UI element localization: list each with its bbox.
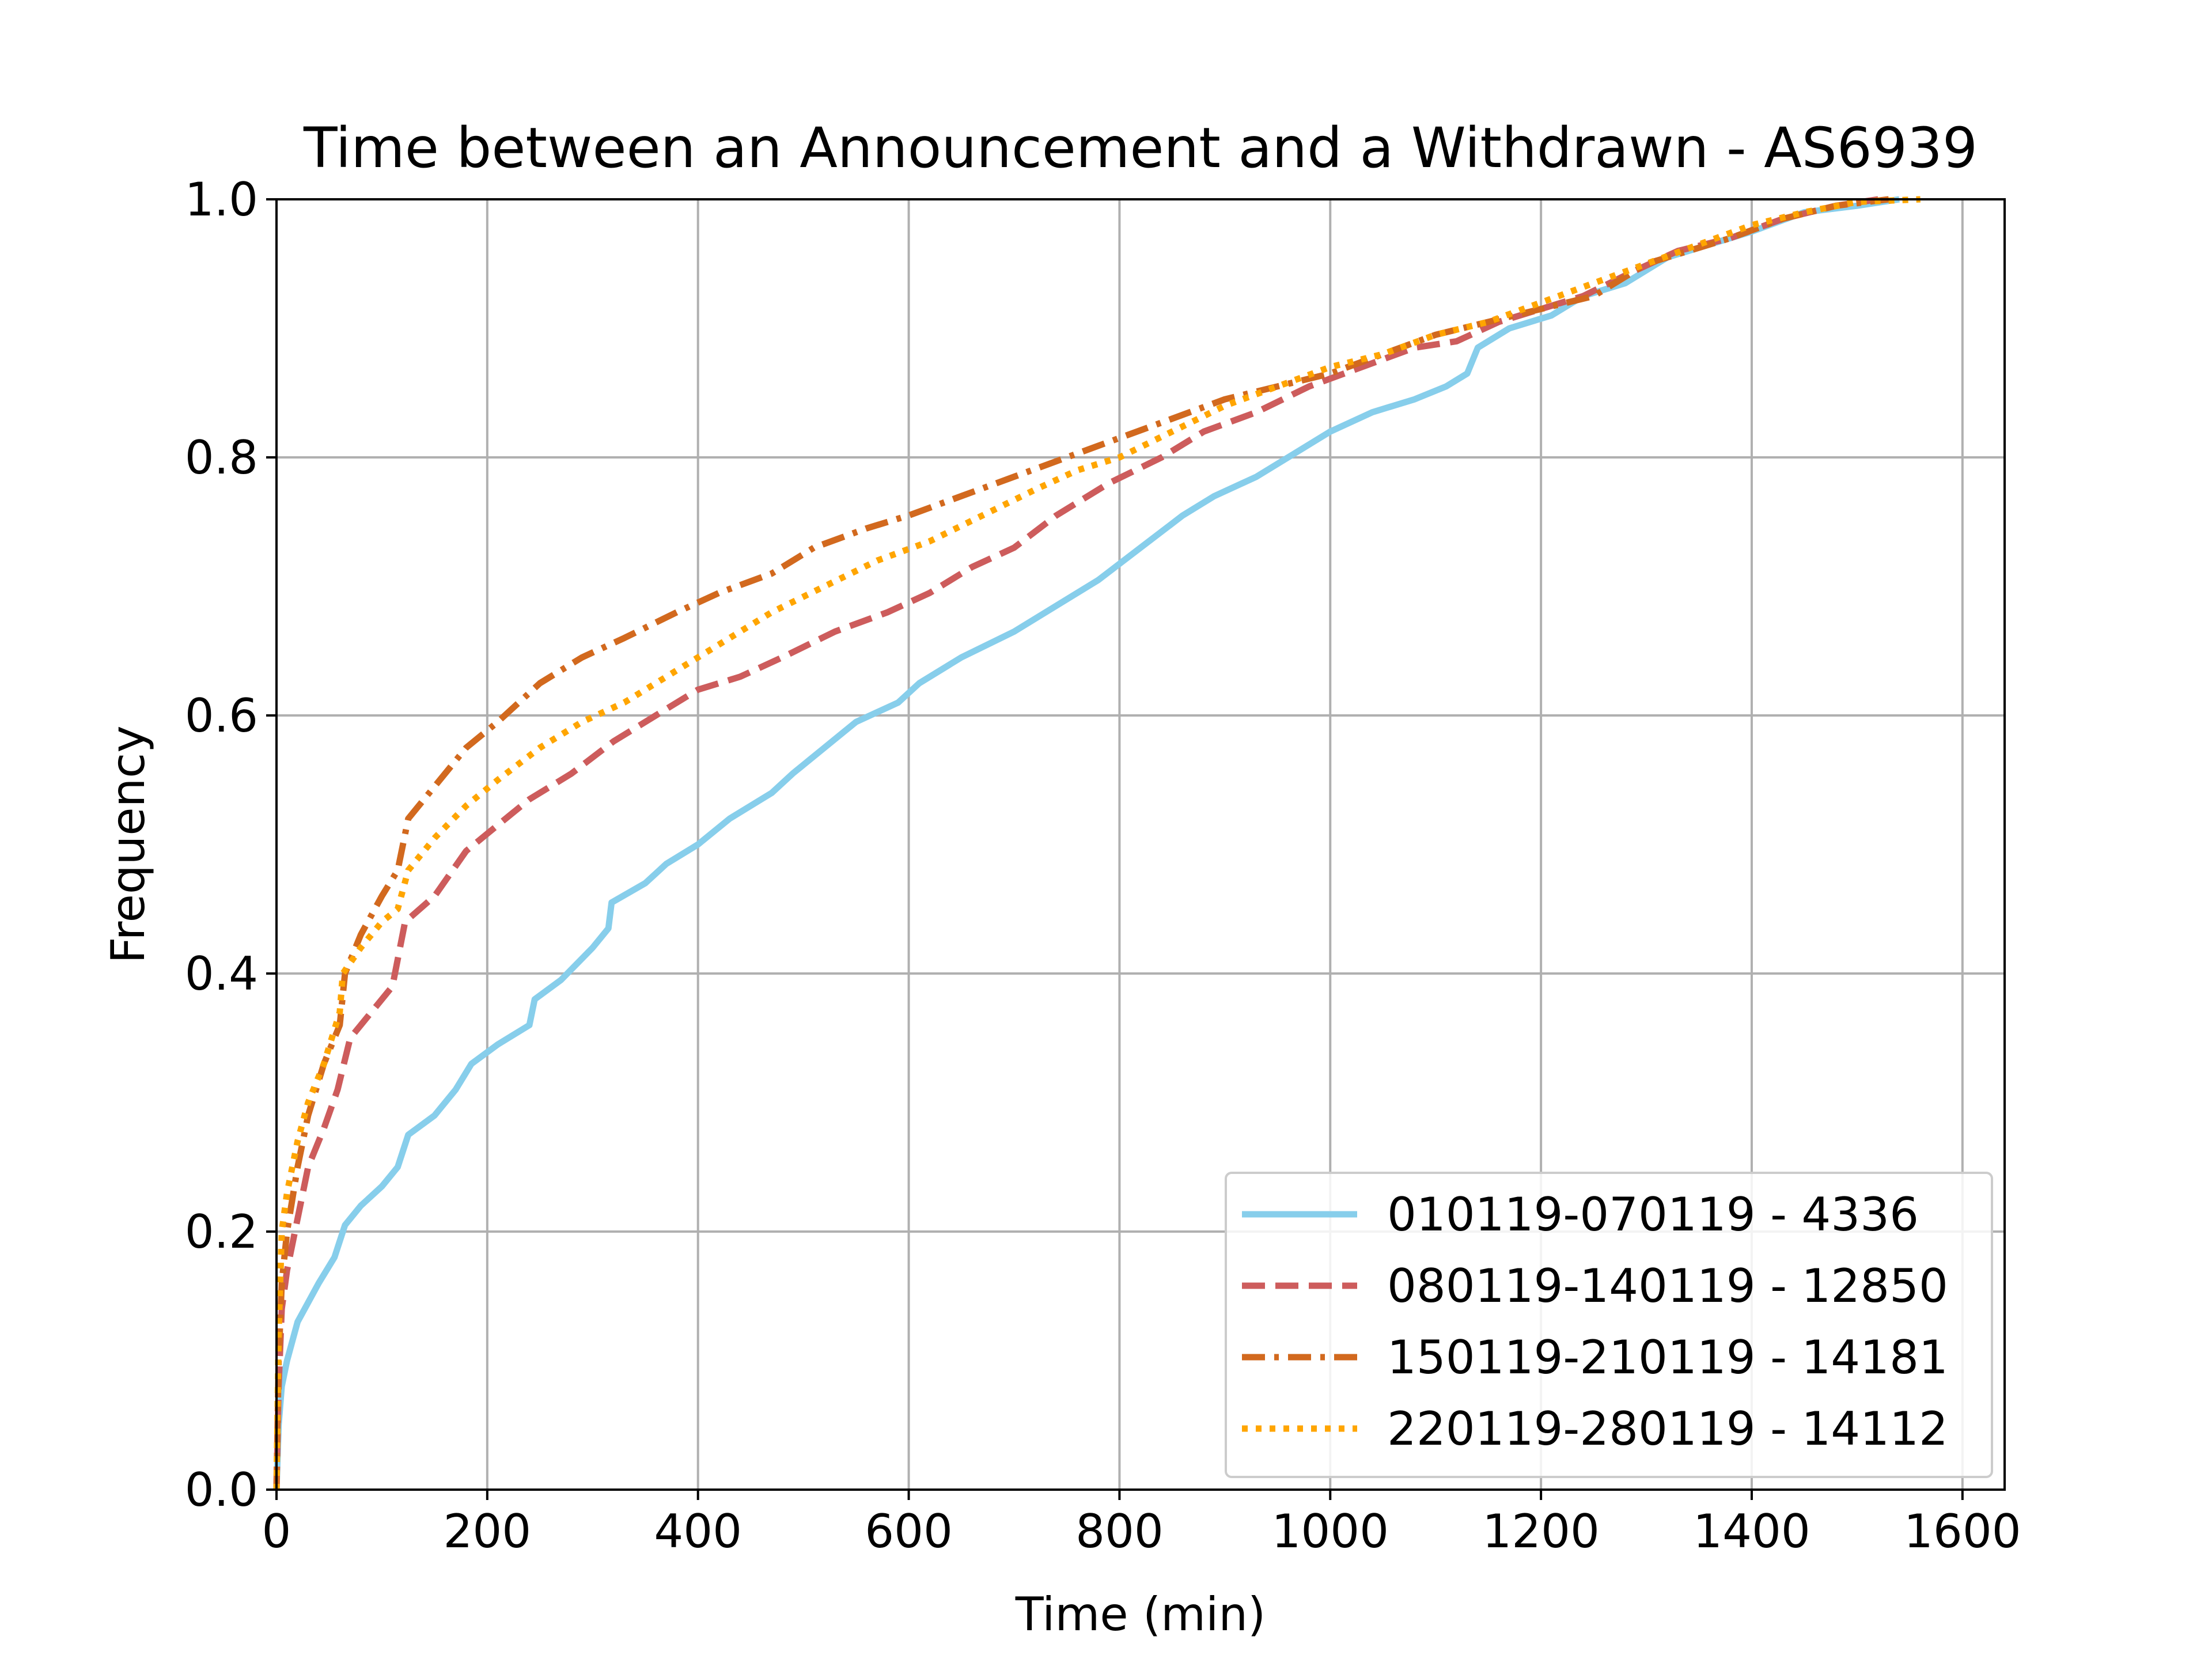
y-axis-label: Frequency [101,725,155,963]
x-tick-label: 1600 [1904,1505,2021,1558]
series-line-1 [273,196,1900,1490]
chart-title: Time between an Announcement and a Withd… [303,116,1978,180]
legend-label-4: 220119-280119 - 14112 [1387,1402,1948,1456]
legend-box [1225,1172,1993,1478]
x-tick-label: 200 [444,1505,532,1558]
series-line-3 [273,196,1889,1490]
x-tick-label: 400 [654,1505,742,1558]
legend-label-2: 080119-140119 - 12850 [1387,1259,1948,1313]
legend: 010119-070119 - 4336 080119-140119 - 1285… [1225,1172,1993,1478]
x-tick-label: 0 [262,1505,291,1558]
legend-label-1: 010119-070119 - 4336 [1387,1188,1919,1241]
x-tick-label: 1400 [1693,1505,1810,1558]
series-layer [273,196,1921,1490]
x-tick-label: 1200 [1482,1505,1600,1558]
y-tick-label: 0.4 [185,947,258,1001]
x-axis-label: Time (min) [1015,1588,1266,1641]
x-tick-label: 1000 [1271,1505,1389,1558]
y-axis: 0.0 0.2 0.4 0.6 0.8 1.0 [185,173,276,1517]
y-tick-label: 1.0 [185,173,258,226]
y-tick-label: 0.0 [185,1463,258,1517]
y-tick-label: 0.8 [185,431,258,484]
x-tick-label: 600 [865,1505,953,1558]
legend-label-3: 150119-210119 - 14181 [1387,1331,1948,1384]
x-tick-label: 800 [1075,1505,1164,1558]
x-axis: 0 200 400 600 800 1000 1200 1400 1600 [262,1490,2021,1558]
y-tick-label: 0.6 [185,689,258,743]
y-tick-label: 0.2 [185,1205,258,1259]
plot-frame [275,198,2006,1491]
